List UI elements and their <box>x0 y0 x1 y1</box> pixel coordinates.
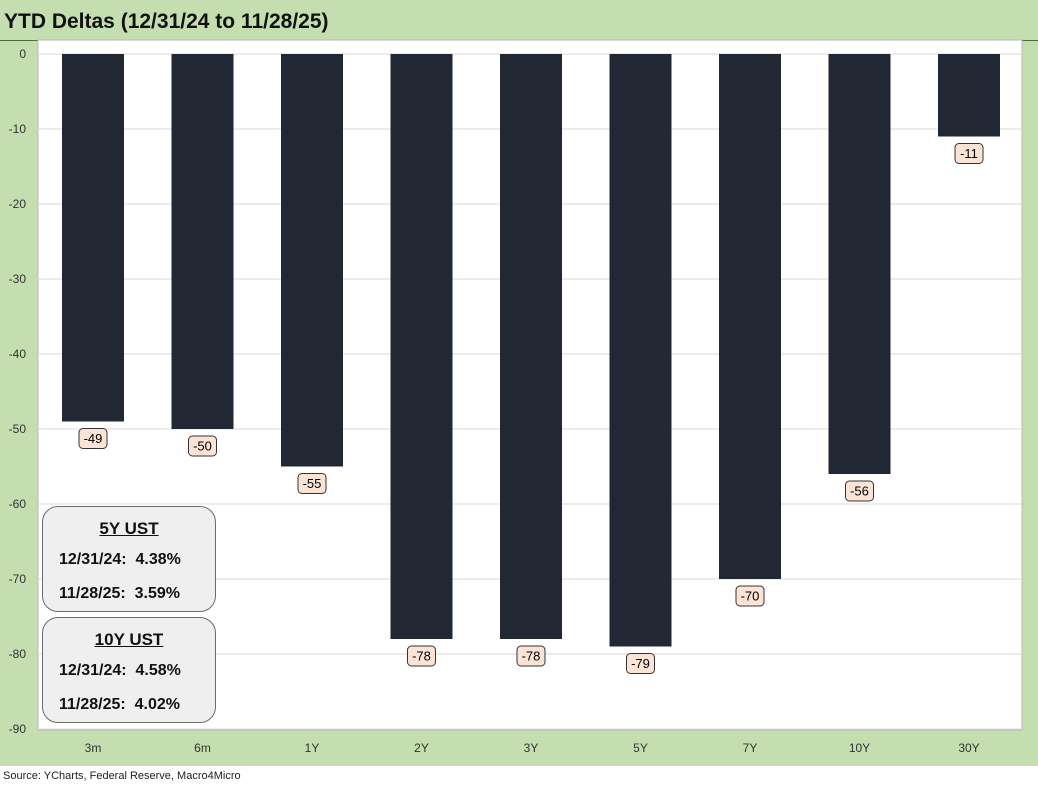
data-label: -78 <box>522 649 541 664</box>
y-tick-label: -90 <box>9 722 27 736</box>
bar-2Y <box>390 54 453 639</box>
data-label: -70 <box>741 589 760 604</box>
bar-chart: 0 -10 -20 -30 -40 -50 -60 -70 -80 -90 -49 3m -50 6m -5… <box>9 39 1023 755</box>
data-label: -50 <box>193 439 212 454</box>
10y-ust-box: 10Y UST 12/31/24: 4.58% 11/28/25: 4.02% <box>42 617 216 723</box>
data-label-box <box>78 428 108 449</box>
bar-3m <box>62 54 124 422</box>
10y-ust-end-yield: 11/28/25: 4.02% <box>59 696 180 713</box>
x-tick-label: 2Y <box>414 741 429 755</box>
bar-30Y <box>938 54 1000 137</box>
y-tick-label: -80 <box>9 647 27 661</box>
data-label-box <box>297 473 327 494</box>
bar-5Y <box>609 54 672 647</box>
y-tick-label: -10 <box>9 122 27 136</box>
source-note: Source: YCharts, Federal Reserve, Macro4… <box>3 770 241 782</box>
chart-title: YTD Deltas (12/31/24 to 11/28/25) <box>4 10 329 33</box>
data-label: -79 <box>631 656 650 671</box>
y-tick-label: -70 <box>9 572 27 586</box>
5y-ust-end-yield: 11/28/25: 3.59% <box>59 585 180 602</box>
x-tick-label: 30Y <box>958 741 979 755</box>
data-label-box <box>188 435 217 457</box>
y-tick-label: -30 <box>9 272 27 286</box>
data-label: -55 <box>303 476 322 491</box>
data-label: -11 <box>960 146 978 161</box>
x-tick-label: 7Y <box>743 741 758 755</box>
data-label: -78 <box>412 649 431 664</box>
5y-ust-start-yield: 12/31/24: 4.38% <box>59 551 181 568</box>
5y-ust-box-header: 5Y UST <box>99 519 159 538</box>
y-tick-label: -20 <box>9 197 27 211</box>
x-tick-label: 6m <box>194 741 211 755</box>
y-tick-label: 0 <box>19 47 26 61</box>
data-label-box <box>954 143 984 164</box>
data-label-box <box>407 645 436 667</box>
x-tick-label: 10Y <box>849 741 870 755</box>
data-label-box <box>845 480 874 502</box>
bar-3Y <box>500 54 562 639</box>
x-tick-label: 3Y <box>524 741 539 755</box>
5y-ust-box: 5Y UST 12/31/24: 4.38% 11/28/25: 3.59% <box>42 506 216 612</box>
x-tick-label: 5Y <box>633 741 648 755</box>
x-tick-label: 3m <box>85 741 102 755</box>
10y-ust-start-yield: 12/31/24: 4.58% <box>59 662 181 679</box>
y-tick-label: -60 <box>9 497 27 511</box>
y-tick-label: -50 <box>9 422 27 436</box>
bar-6m <box>171 54 234 429</box>
x-tick-label: 1Y <box>305 741 320 755</box>
bar-7Y <box>719 54 781 579</box>
bar-1Y <box>281 54 343 467</box>
data-label-box <box>735 585 765 607</box>
10y-ust-box-header: 10Y UST <box>94 630 164 649</box>
data-label: -49 <box>84 431 103 446</box>
data-label: -56 <box>850 484 869 499</box>
bar-10Y <box>828 54 891 474</box>
y-tick-label: -40 <box>9 347 27 361</box>
data-label-box <box>516 645 546 667</box>
data-label-box <box>626 653 655 674</box>
